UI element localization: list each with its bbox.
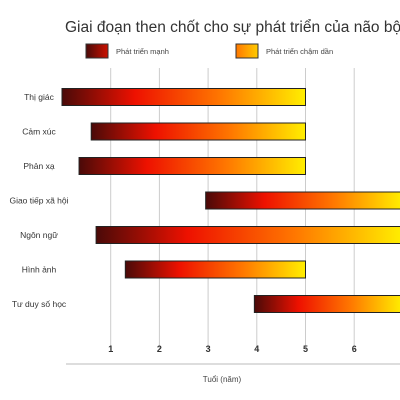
- legend-label-slow: Phát triển chậm dần: [266, 47, 333, 56]
- x-tick-label: 1: [108, 344, 113, 354]
- bar: [78, 157, 306, 175]
- category-label: Ngôn ngữ: [20, 230, 58, 240]
- x-tick-label: 4: [254, 344, 259, 354]
- legend-swatch-slow: [235, 43, 259, 59]
- bar: [124, 260, 306, 279]
- bar: [205, 191, 400, 210]
- x-tick-label: 6: [352, 344, 357, 354]
- bar: [95, 226, 400, 244]
- category-label: Thị giác: [24, 92, 55, 102]
- x-tick-label: 5: [303, 344, 308, 354]
- bar: [61, 88, 306, 106]
- bar: [253, 295, 400, 313]
- bar: [90, 122, 306, 141]
- category-label: Cảm xúc: [22, 127, 56, 137]
- category-labels: Thị giác Cảm xúc Phản xạ Giao tiếp xã hội Ng…: [9, 92, 68, 309]
- category-label: Tư duy số học: [12, 299, 67, 309]
- x-tick-label: 3: [206, 344, 211, 354]
- category-label: Hình ảnh: [22, 265, 57, 275]
- tick-labels: 1 2 3 4 5 6: [108, 344, 357, 354]
- legend-label-strong: Phát triển mạnh: [116, 47, 169, 56]
- x-axis-label: Tuổi (năm): [203, 375, 242, 384]
- legend-swatch-strong: [85, 43, 109, 59]
- category-label: Phản xạ: [23, 161, 54, 171]
- bars: [61, 88, 400, 313]
- chart-title: Giai đoạn then chốt cho sự phát triển củ…: [65, 19, 400, 36]
- x-tick-label: 2: [157, 344, 162, 354]
- category-label: Giao tiếp xã hội: [9, 196, 68, 206]
- legend: Phát triển mạnh Phát triển chậm dần: [85, 43, 333, 59]
